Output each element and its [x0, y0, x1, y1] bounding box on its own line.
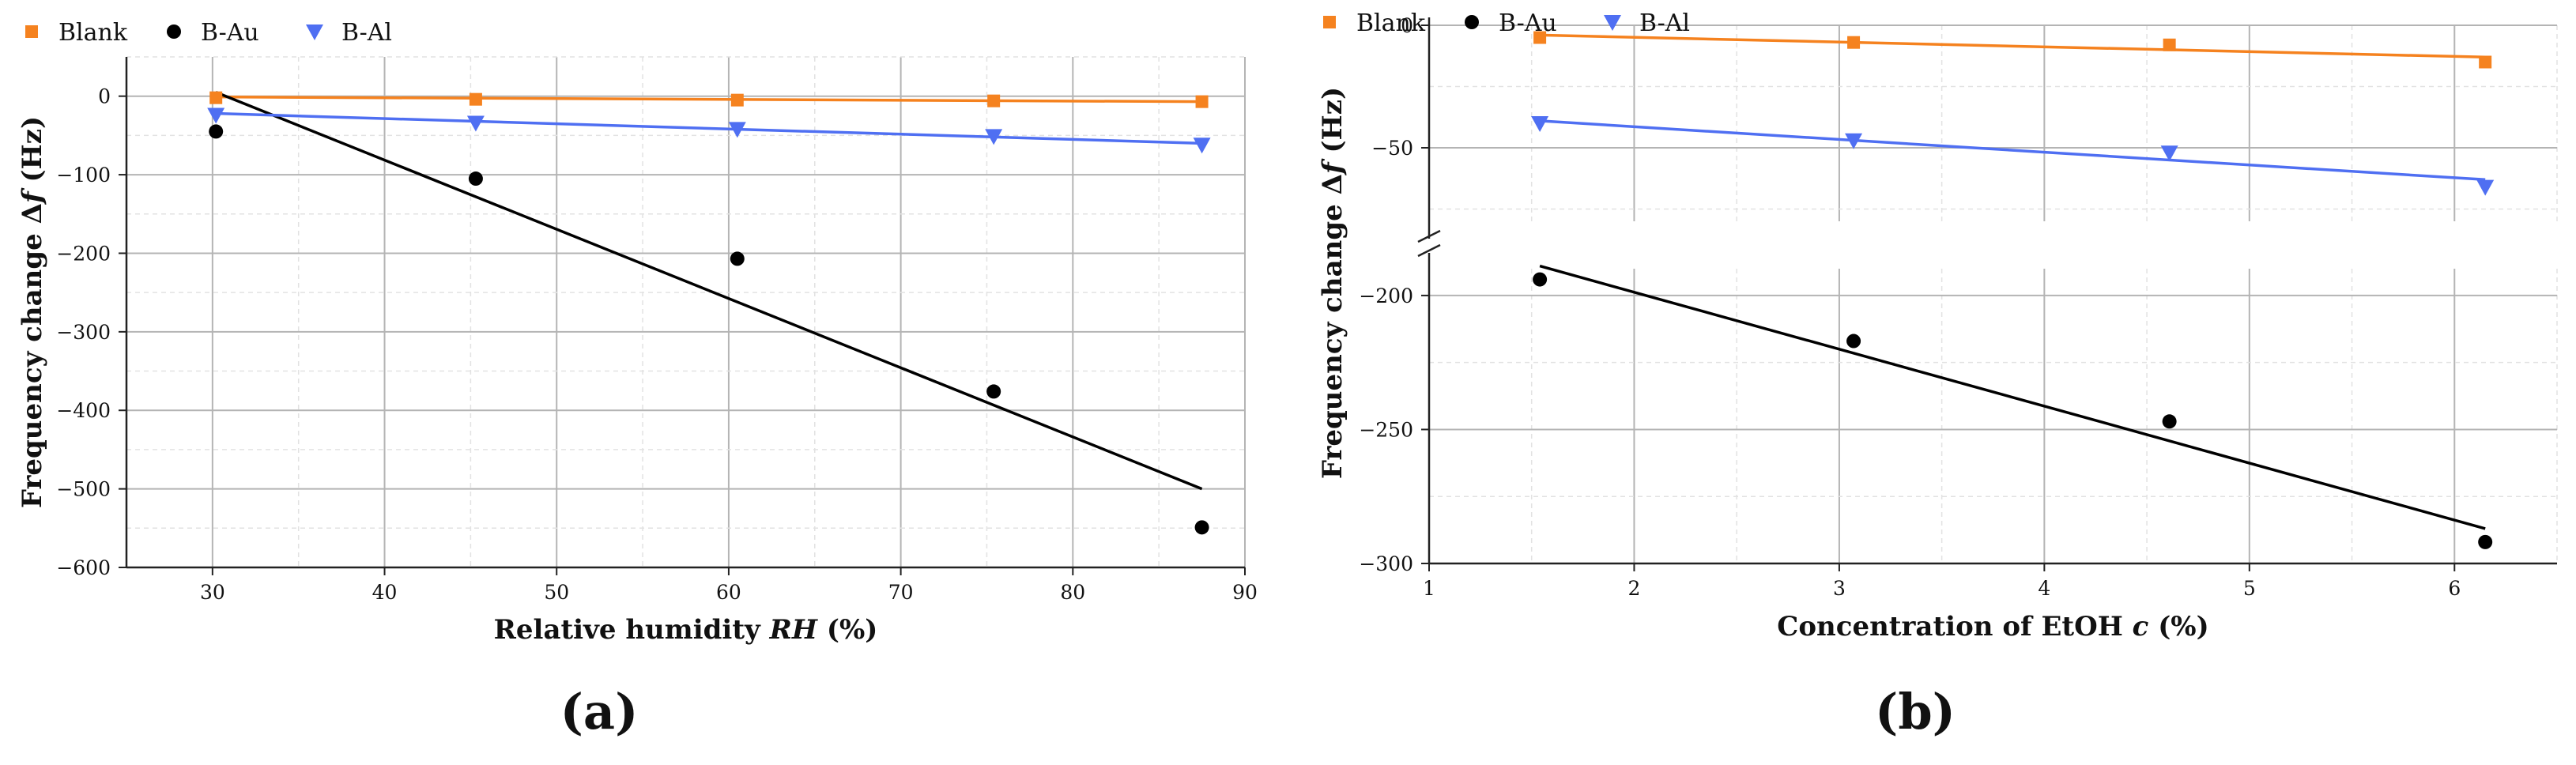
y-tick-label: −600: [56, 556, 111, 579]
y-axis-label: Frequency change Δf (Hz): [1317, 87, 1348, 479]
legend-marker-blank: [1323, 16, 1336, 28]
legend-label-b-au: B-Au: [201, 19, 259, 47]
data-point-blank: [209, 91, 223, 104]
series-blank: [209, 91, 1209, 108]
fit-line-b-au: [215, 91, 1203, 491]
legend-label-blank: Blank: [1356, 9, 1426, 37]
legend-marker-blank: [25, 25, 38, 38]
x-tick-label: 1: [1423, 577, 1435, 600]
data-point-blank: [1533, 31, 1547, 44]
y-tick-label: −500: [56, 478, 111, 501]
x-axis-label: Concentration of EtOH c (%): [1777, 611, 2208, 643]
x-tick-label: 2: [1628, 577, 1641, 600]
legend-marker-b-au: [167, 24, 181, 39]
data-point-b-al: [985, 129, 1003, 145]
data-point-b-al: [728, 122, 746, 138]
chart-panel-b: 1 2 3 4 5 6 0 −50 −200 −250 −300 Blank B-Au B-Al Conce…: [1317, 9, 2558, 741]
x-tick-label: 5: [2243, 577, 2256, 600]
data-point-blank: [1847, 36, 1861, 49]
x-tick-label: 6: [2448, 577, 2461, 600]
y-tick-label: −300: [56, 321, 111, 344]
legend-marker-b-au: [1465, 15, 1479, 29]
data-point-b-au: [730, 251, 745, 266]
legend-label-b-al: B-Al: [341, 19, 392, 47]
panel-label: (a): [560, 683, 639, 741]
fit-line-blank: [216, 95, 1202, 104]
y-tick-label: −50: [1371, 137, 1413, 160]
x-tick-label: 50: [544, 581, 569, 604]
data-point-b-al: [207, 107, 225, 124]
x-tick-label: 80: [1060, 581, 1085, 604]
fit-line-b-al: [1539, 119, 2486, 182]
data-point-b-au: [986, 384, 1001, 399]
y-axis-label: Frequency change Δf (Hz): [17, 116, 48, 508]
fit-lines: [1539, 33, 2486, 530]
data-point-blank: [1195, 95, 1209, 108]
x-tick-label: 70: [888, 581, 914, 604]
y-tick-label: 0: [98, 85, 111, 108]
y-tick-label: −200: [56, 242, 111, 265]
x-tick-label: 90: [1232, 581, 1258, 604]
axis-break-mark: [1417, 229, 1441, 243]
legend-marker-b-al: [306, 24, 323, 40]
legend-label-b-au: B-Au: [1499, 9, 1557, 37]
y-tick-label: −300: [1359, 552, 1413, 575]
legend-label-b-al: B-Al: [1639, 9, 1690, 37]
x-tick-label: 30: [200, 581, 225, 604]
series-b-au: [209, 124, 1209, 535]
chart-panel-a: 30 40 50 60 70 80 90 0 −100 −200 −300 −400 −500 −600 B…: [17, 19, 1258, 741]
x-tick-label: 4: [2038, 577, 2050, 600]
series-b-al: [1531, 116, 2495, 196]
fit-lines: [215, 91, 1203, 491]
x-tick-label: 60: [716, 581, 741, 604]
data-point-b-al: [1531, 116, 1549, 132]
series-blank: [1533, 31, 2492, 69]
fit-line-b-al: [216, 111, 1202, 145]
grid: [126, 56, 1246, 568]
data-point-b-au: [1533, 272, 1548, 287]
data-point-blank: [730, 93, 744, 107]
fit-line-blank: [1540, 33, 2486, 59]
data-point-b-au: [209, 124, 224, 139]
legend-label-blank: Blank: [58, 19, 128, 47]
y-tick-label: −200: [1359, 285, 1413, 307]
grid: [1428, 24, 2558, 564]
data-point-blank: [987, 94, 1001, 107]
series-b-au: [1533, 272, 2493, 549]
data-point-b-au: [1846, 334, 1861, 349]
data-point-b-au: [2162, 414, 2177, 429]
y-tick-label: −250: [1359, 418, 1413, 441]
data-point-b-au: [468, 171, 483, 187]
data-point-blank: [2163, 38, 2176, 51]
data-point-b-al: [1845, 133, 1863, 149]
data-point-b-al: [2160, 145, 2178, 162]
data-point-b-al: [2476, 179, 2495, 196]
data-point-blank: [2479, 55, 2492, 69]
legend-marker-b-al: [1604, 15, 1621, 31]
fit-line-b-au: [1539, 264, 2486, 530]
axis-break-mark: [1417, 243, 1441, 258]
data-point-b-al: [1193, 138, 1211, 154]
series-b-al: [207, 107, 1211, 154]
y-tick-label: −400: [56, 399, 111, 422]
x-tick-label: 40: [372, 581, 398, 604]
x-axis-label: Relative humidity RH (%): [494, 614, 878, 646]
data-point-b-au: [2478, 534, 2493, 549]
x-tick-label: 3: [1833, 577, 1846, 600]
data-point-b-au: [1194, 520, 1209, 535]
panel-label: (b): [1875, 683, 1956, 741]
y-tick-label: −100: [56, 164, 111, 187]
data-point-blank: [469, 92, 482, 106]
data-point-b-al: [466, 115, 485, 132]
y-tick-label: 0: [1401, 14, 1413, 37]
